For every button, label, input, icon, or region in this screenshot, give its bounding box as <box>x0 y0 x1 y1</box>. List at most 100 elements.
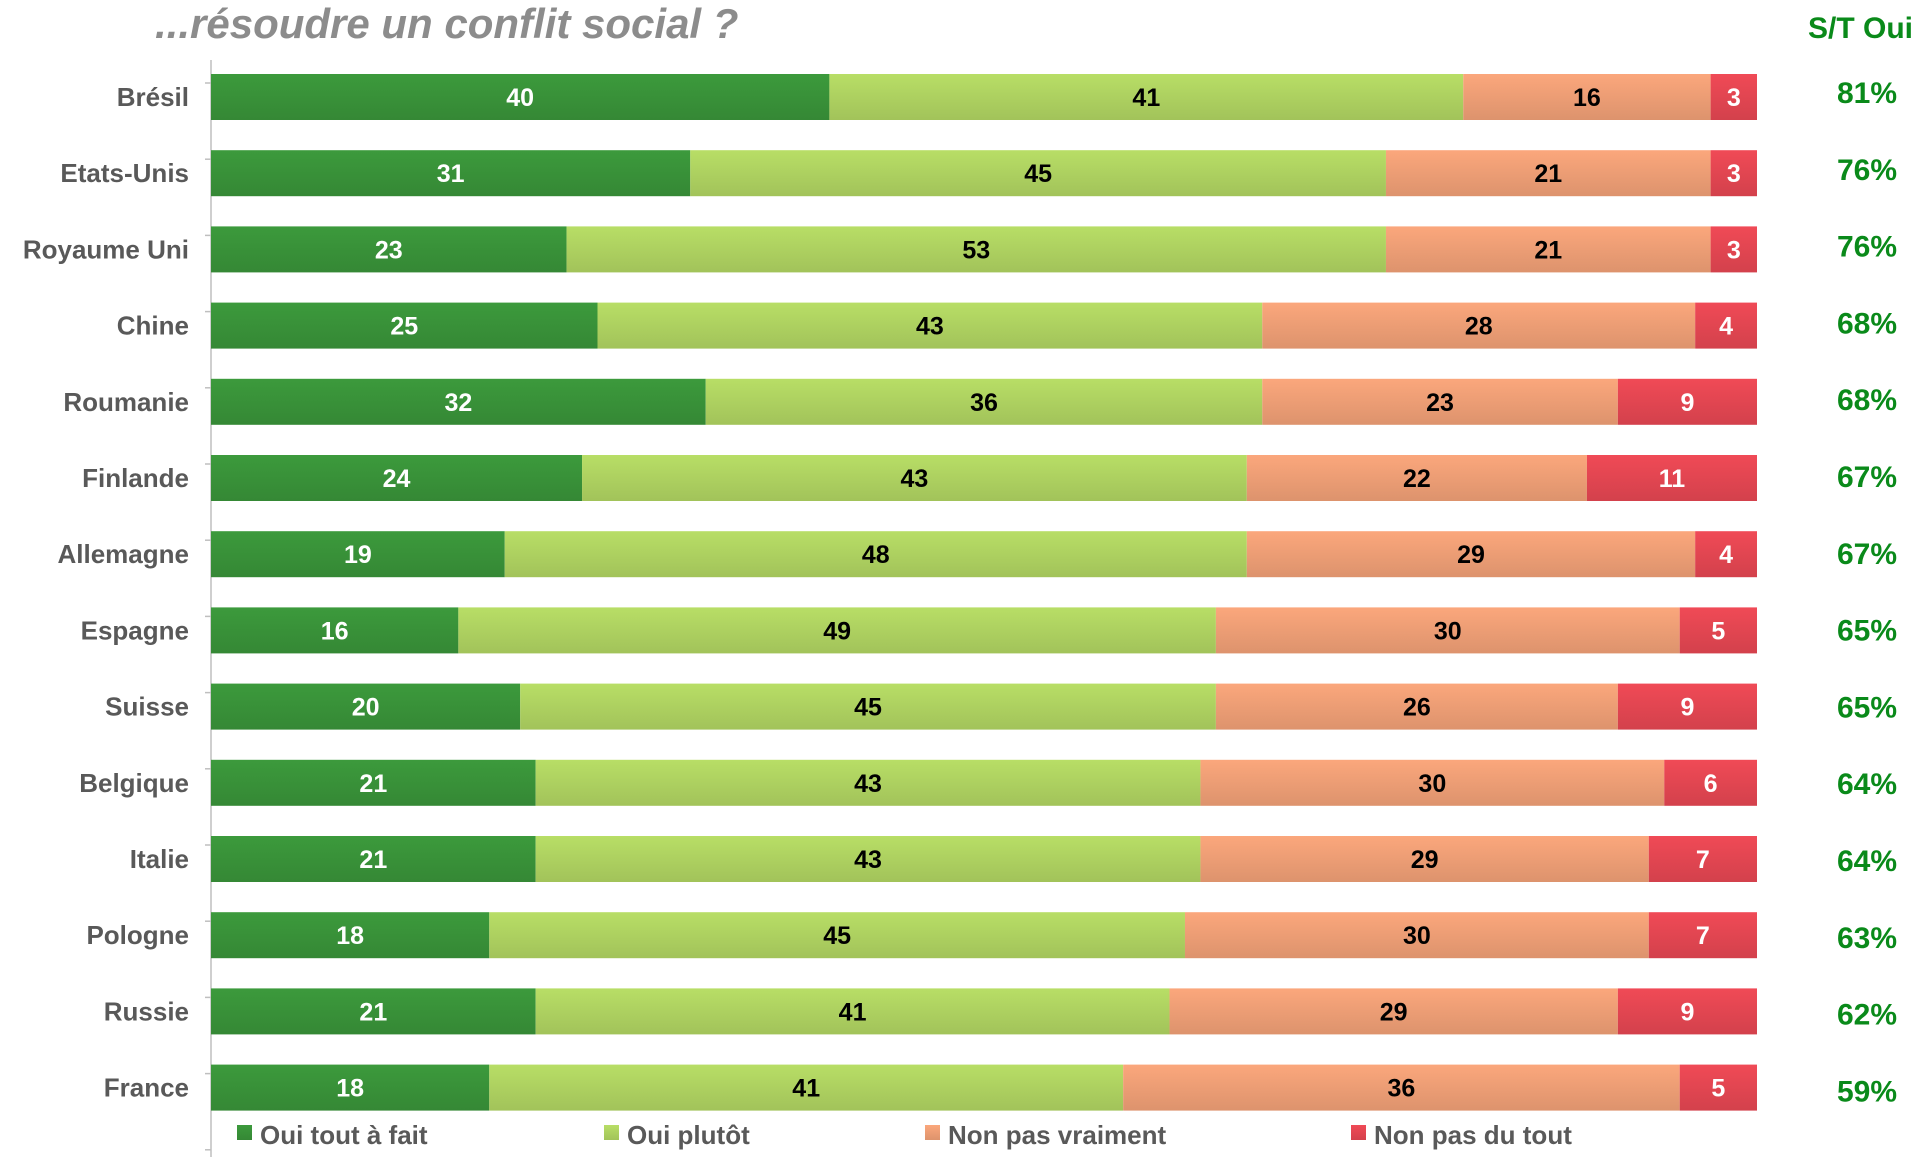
bar-segment <box>1679 607 1757 654</box>
bar-segment <box>1215 607 1680 654</box>
data-label: 22 <box>1403 465 1431 493</box>
bar-segment <box>1123 1064 1680 1111</box>
bar-segment <box>1385 226 1711 273</box>
data-label: 4 <box>1719 313 1733 341</box>
total-label: 76% <box>1837 154 1897 187</box>
bar-segment <box>1664 759 1757 806</box>
bar-segment <box>1695 302 1757 349</box>
data-label: 6 <box>1704 770 1718 798</box>
bar-segment <box>1200 836 1649 882</box>
total-label: 62% <box>1837 999 1897 1032</box>
legend-swatch <box>1351 1125 1366 1140</box>
data-label: 36 <box>1388 1075 1416 1103</box>
bar-segment <box>211 759 536 806</box>
category-label: Suisse <box>105 692 189 722</box>
data-label: 3 <box>1727 236 1741 264</box>
bar-segment <box>1262 378 1618 425</box>
bar-segment <box>211 607 459 654</box>
category-label: Espagne <box>81 615 189 645</box>
data-label: 9 <box>1680 389 1694 417</box>
data-label: 25 <box>390 313 418 341</box>
data-label: 18 <box>336 922 364 950</box>
category-label: Roumanie <box>63 387 189 417</box>
bar-segment <box>211 836 536 882</box>
data-label: 31 <box>437 160 465 188</box>
category-label: Chine <box>117 311 189 341</box>
bar-segment <box>535 759 1201 806</box>
data-label: 16 <box>321 617 349 645</box>
data-label: 28 <box>1465 313 1493 341</box>
data-label: 53 <box>962 236 990 264</box>
data-label: 5 <box>1711 617 1725 645</box>
legend-swatch <box>237 1125 252 1140</box>
total-label: 68% <box>1837 307 1897 340</box>
bar-segment <box>504 531 1247 578</box>
bar-segment <box>535 836 1201 882</box>
legend-swatch <box>604 1125 619 1140</box>
category-label: Allemagne <box>58 539 190 569</box>
data-label: 21 <box>359 998 387 1026</box>
bar-segment <box>1184 912 1649 959</box>
bar-segment <box>211 378 706 425</box>
data-label: 19 <box>344 541 372 569</box>
bar-segment <box>1710 226 1757 273</box>
bar-segment <box>829 74 1464 120</box>
data-label: 43 <box>916 313 944 341</box>
bar-segment <box>1617 378 1757 425</box>
total-label: 67% <box>1837 461 1897 494</box>
total-label: 65% <box>1837 691 1897 724</box>
total-label: 65% <box>1837 615 1897 648</box>
data-label: 16 <box>1573 84 1601 112</box>
data-label: 23 <box>375 236 403 264</box>
bar-segment <box>1648 836 1757 882</box>
legend-label: Oui tout à fait <box>260 1120 428 1150</box>
total-label: 64% <box>1837 845 1897 878</box>
data-label: 41 <box>1132 84 1160 112</box>
legend-swatch <box>925 1125 940 1140</box>
bar-segment <box>1710 150 1757 197</box>
data-label: 49 <box>823 617 851 645</box>
total-label: 67% <box>1837 538 1897 571</box>
bar-segment <box>1695 531 1757 578</box>
bar-segment <box>211 683 521 730</box>
data-label: 40 <box>506 84 534 112</box>
category-label: Brésil <box>117 82 189 112</box>
total-label: 68% <box>1837 384 1897 417</box>
data-label: 5 <box>1711 1075 1725 1103</box>
category-label: Finlande <box>82 463 189 493</box>
bar-segment <box>1617 988 1757 1035</box>
legend-label: Oui plutôt <box>627 1120 750 1150</box>
data-label: 9 <box>1680 998 1694 1026</box>
bar-segment <box>1586 455 1757 501</box>
category-label: Belgique <box>79 768 189 798</box>
category-label: Royaume Uni <box>23 234 189 264</box>
bar-segment <box>211 455 583 501</box>
bar-segment <box>1710 74 1757 120</box>
data-label: 29 <box>1411 846 1439 874</box>
data-label: 26 <box>1403 694 1431 722</box>
bar-segment <box>1679 1064 1757 1111</box>
data-label: 7 <box>1696 846 1710 874</box>
data-label: 7 <box>1696 922 1710 950</box>
data-label: 18 <box>336 1075 364 1103</box>
bar-segment <box>1648 912 1757 959</box>
data-label: 32 <box>444 389 472 417</box>
data-label: 29 <box>1380 998 1408 1026</box>
total-label: 76% <box>1837 231 1897 264</box>
data-label: 9 <box>1680 694 1694 722</box>
data-label: 30 <box>1434 617 1462 645</box>
total-label: 64% <box>1837 768 1897 801</box>
category-label: Russie <box>104 996 189 1026</box>
data-label: 21 <box>1534 160 1562 188</box>
bar-segment <box>489 912 1185 959</box>
bar-segment <box>1246 531 1696 578</box>
bar-segment <box>211 988 536 1035</box>
bar-segment <box>1215 683 1618 730</box>
data-label: 23 <box>1426 389 1454 417</box>
bar-segment <box>211 150 691 197</box>
bar-segment <box>1246 455 1587 501</box>
data-label: 4 <box>1719 541 1733 569</box>
bar-segment <box>211 302 598 349</box>
total-label: 59% <box>1837 1075 1897 1108</box>
data-label: 29 <box>1457 541 1485 569</box>
